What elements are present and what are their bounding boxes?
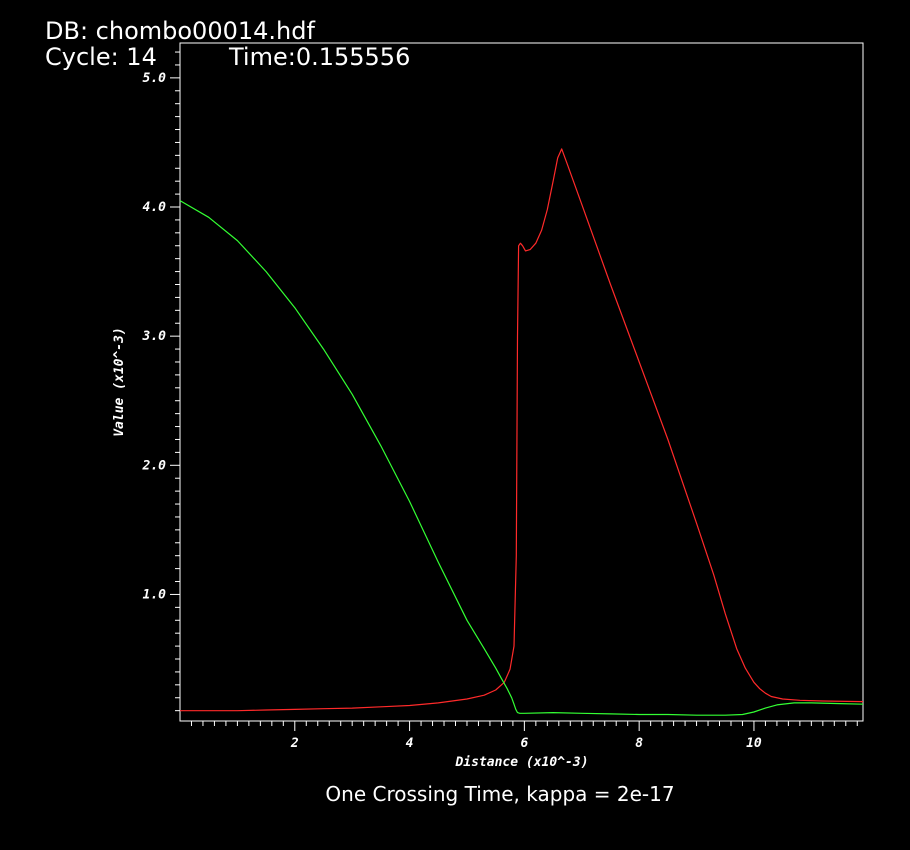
plot-frame xyxy=(179,42,864,722)
y-tick-label: 2.0 xyxy=(142,458,167,473)
chart-caption: One Crossing Time, kappa = 2e-17 xyxy=(325,782,675,806)
x-tick-label: 8 xyxy=(635,736,643,751)
x-axis-title: Distance (x10^-3) xyxy=(454,755,588,770)
cycle-label: Cycle: 14 xyxy=(45,43,157,71)
x-tick-label: 4 xyxy=(406,736,414,751)
y-tick-label: 1.0 xyxy=(143,587,167,602)
y-axis-title: Value (x10^-3) xyxy=(112,327,127,437)
database-label: DB: chombo00014.hdf xyxy=(45,17,315,45)
y-axis: 1.0 2.0 3.0 4.0 5.0 xyxy=(142,51,180,712)
y-tick-label: 5.0 xyxy=(143,71,167,86)
green-series-line xyxy=(179,200,864,716)
time-label: Time:0.155556 xyxy=(229,43,411,71)
x-tick-label: 2 xyxy=(290,736,299,751)
y-tick-label: 4.0 xyxy=(143,200,167,215)
x-tick-label: 6 xyxy=(520,736,528,751)
red-series-line xyxy=(180,148,864,712)
x-tick-label: 10 xyxy=(746,736,762,751)
series-layer xyxy=(179,148,864,716)
x-axis: 2 4 6 8 10 xyxy=(190,721,858,751)
y-tick-label: 3.0 xyxy=(142,329,167,344)
